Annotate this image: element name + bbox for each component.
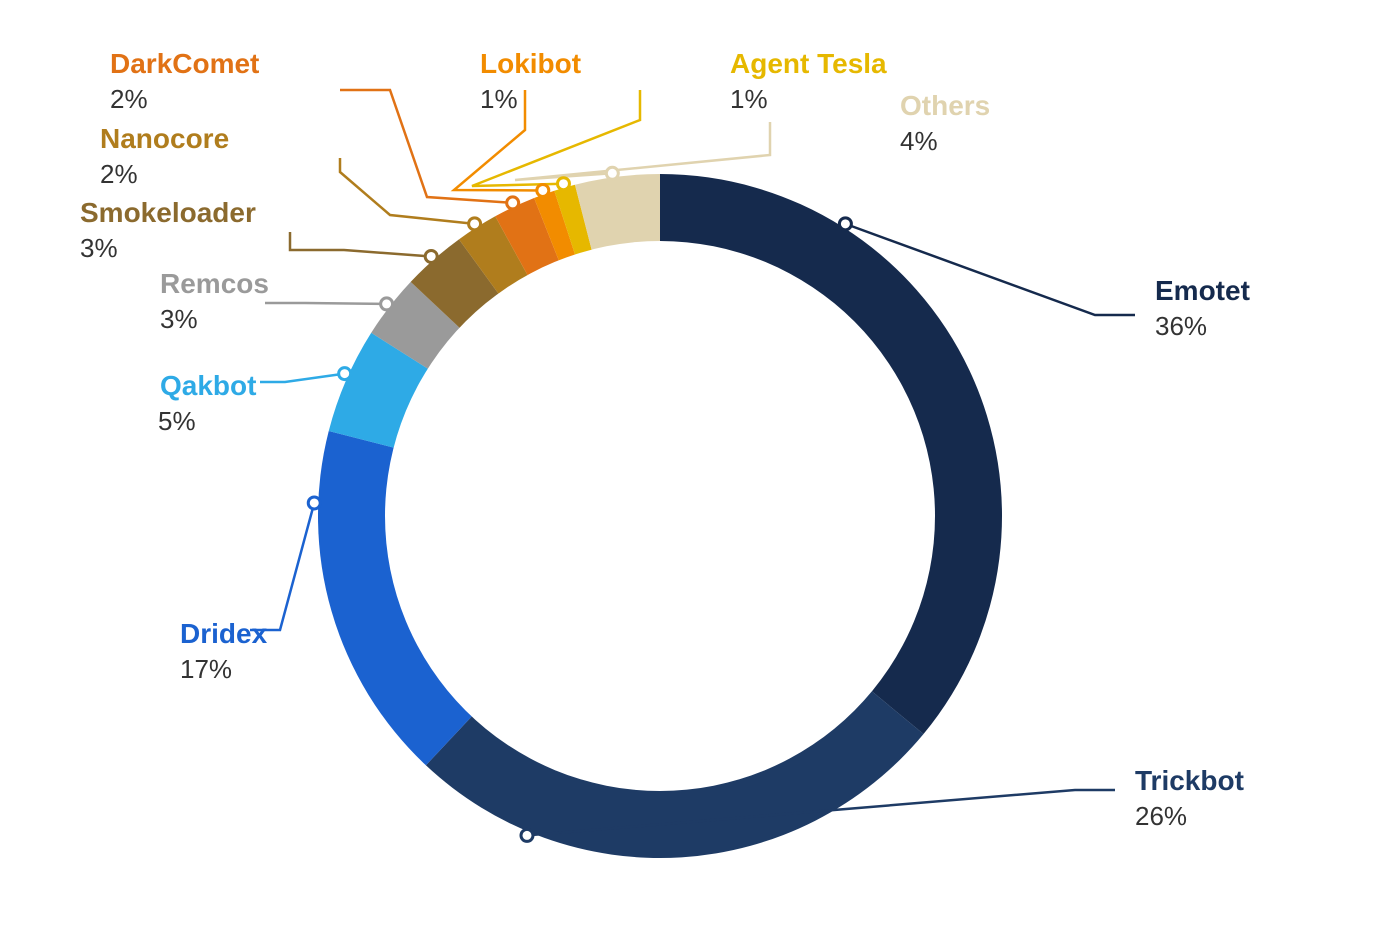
- label-pct-trickbot: 26%: [1135, 801, 1187, 831]
- leader-marker-remcos: [381, 298, 393, 310]
- label-name-nanocore: Nanocore: [100, 123, 229, 154]
- leader-marker-dridex: [308, 497, 320, 509]
- label-pct-emotet: 36%: [1155, 311, 1207, 341]
- leader-marker-darkcomet: [507, 197, 519, 209]
- label-name-darkcomet: DarkComet: [110, 48, 259, 79]
- label-name-agent-tesla: Agent Tesla: [730, 48, 887, 79]
- donut-slices: [318, 174, 1002, 858]
- label-pct-agent-tesla: 1%: [730, 84, 768, 114]
- label-name-others: Others: [900, 90, 990, 121]
- leader-qakbot: [260, 374, 345, 382]
- label-pct-darkcomet: 2%: [110, 84, 148, 114]
- leader-remcos: [265, 303, 387, 304]
- label-pct-lokibot: 1%: [480, 84, 518, 114]
- leader-marker-trickbot: [521, 829, 533, 841]
- leader-marker-smokeloader: [425, 250, 437, 262]
- label-pct-others: 4%: [900, 126, 938, 156]
- label-name-qakbot: Qakbot: [160, 370, 256, 401]
- leader-marker-agent-tesla: [557, 178, 569, 190]
- label-pct-smokeloader: 3%: [80, 233, 118, 263]
- label-name-lokibot: Lokibot: [480, 48, 581, 79]
- leader-marker-nanocore: [469, 218, 481, 230]
- label-pct-dridex: 17%: [180, 654, 232, 684]
- label-name-dridex: Dridex: [180, 618, 268, 649]
- label-name-emotet: Emotet: [1155, 275, 1250, 306]
- leader-marker-others: [606, 167, 618, 179]
- label-name-trickbot: Trickbot: [1135, 765, 1244, 796]
- leader-dridex: [250, 503, 314, 630]
- label-pct-remcos: 3%: [160, 304, 198, 334]
- label-name-smokeloader: Smokeloader: [80, 197, 256, 228]
- leader-marker-emotet: [839, 218, 851, 230]
- leader-marker-lokibot: [537, 184, 549, 196]
- label-pct-nanocore: 2%: [100, 159, 138, 189]
- label-pct-qakbot: 5%: [158, 406, 196, 436]
- leader-marker-qakbot: [339, 368, 351, 380]
- leader-others: [515, 122, 770, 180]
- leader-smokeloader: [290, 232, 431, 256]
- donut-chart: Emotet 36% Trickbot 26% Dridex 17% Qakbot 5% Rem…: [0, 0, 1400, 949]
- label-name-remcos: Remcos: [160, 268, 269, 299]
